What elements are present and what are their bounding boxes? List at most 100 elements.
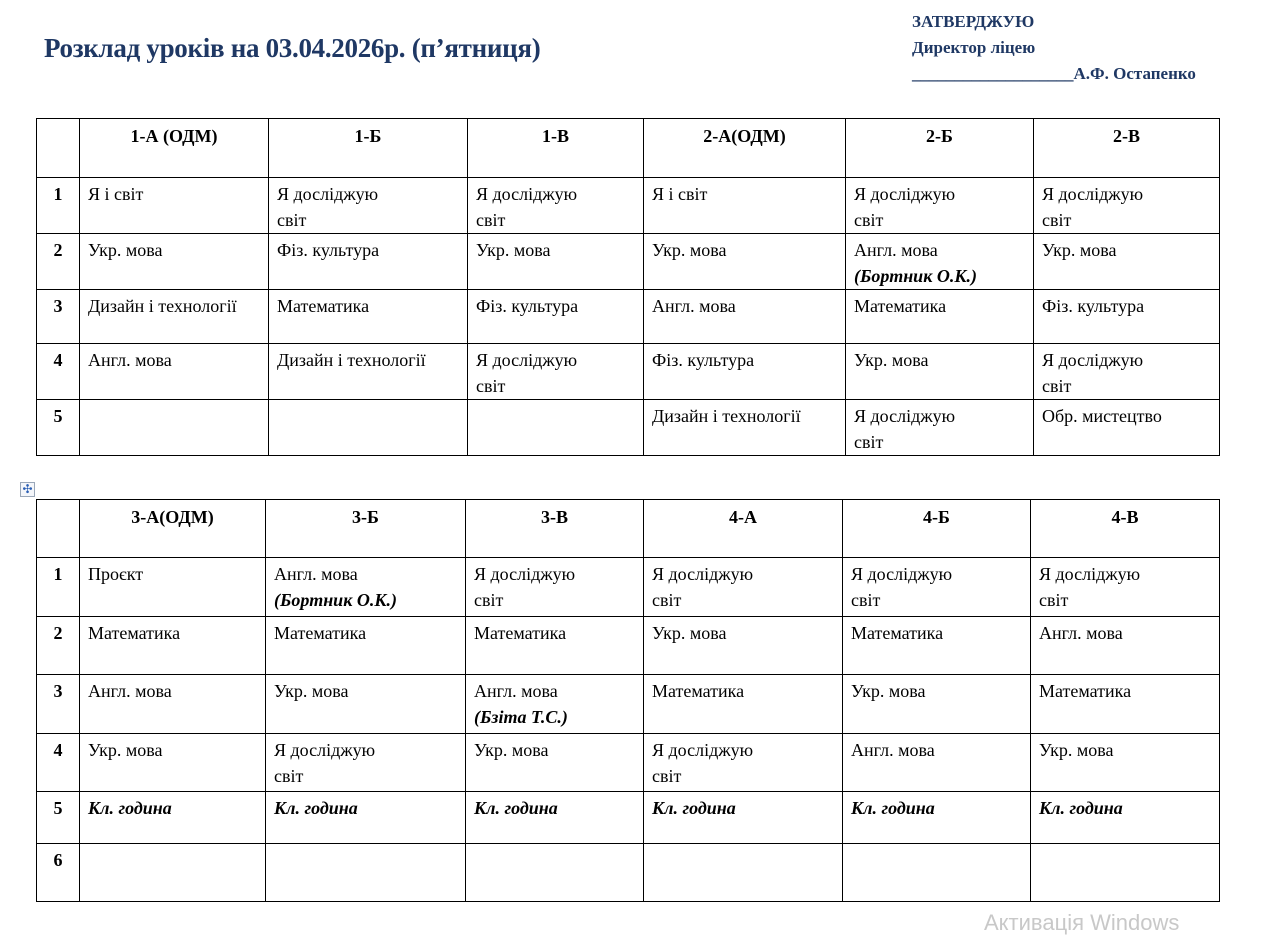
lesson-cell: Англ. мова (Бзіта Т.С.) [465,674,644,734]
lesson-cell: Укр. мова [79,733,266,792]
lesson-cell: Укр. мова [265,674,466,734]
lesson-row: 1 Я і світ Я досліджую світ Я досліджую сві… [36,177,1220,234]
subject: Кл. година [1039,798,1123,818]
approval-position: Директор ліцею [912,38,1036,57]
lesson-cell: Англ. мова (Бортник О.К.) [845,233,1034,290]
signature-line: ___________________ [912,64,1074,83]
subject: Я досліджую світ [854,406,956,452]
table-move-handle-icon[interactable]: ✣ [20,482,35,497]
lesson-cell: Укр. мова [643,616,843,675]
lesson-cell [265,843,466,902]
lesson-cell: Я досліджую світ [643,557,843,617]
approval-heading: ЗАТВЕРДЖУЮ [912,12,1035,31]
lesson-cell: Математика [268,289,468,344]
approval-signature: ___________________А.Ф. Остапенко [912,61,1196,87]
lesson-row: 3 Дизайн і технології Математика Фіз. культ… [36,289,1220,344]
lesson-cell: Фіз. культура [268,233,468,290]
lesson-cell: Укр. мова [1033,233,1220,290]
subject: Я досліджую світ [652,564,754,610]
lesson-cell: Англ. мова [79,674,266,734]
subject: Укр. мова [854,350,929,370]
lesson-number: 3 [36,289,80,344]
schedule-table-grades-3-4: 3-А(ОДМ) 3-Б 3-В 4-А 4-Б 4-В 1 Проєкт Англ. мова… [36,499,1220,902]
lesson-row: 3 Англ. мова Укр. мова Англ. мова (Бзіта Т.С… [36,674,1220,734]
class-header: 1-Б [268,118,468,178]
header-row: 3-А(ОДМ) 3-Б 3-В 4-А 4-Б 4-В [36,499,1220,558]
signer-name: А.Ф. Остапенко [1073,64,1196,83]
subject: Я досліджую світ [277,184,379,230]
subject: Фіз. культура [277,240,380,260]
class-header: 2-Б [845,118,1034,178]
lesson-cell: Фіз. культура [643,343,846,400]
lesson-cell: Укр. мова [467,233,644,290]
lesson-cell: Я і світ [643,177,846,234]
lesson-row: 2 Укр. мова Фіз. культура Укр. мова Укр. мов… [36,233,1220,290]
lesson-cell: Укр. мова [79,233,269,290]
lesson-cell: Кл. година [643,791,843,844]
lesson-cell: Кл. година [1030,791,1220,844]
subject: Я досліджую світ [1042,350,1144,396]
subject: Кл. година [474,798,558,818]
lesson-cell: Я і світ [79,177,269,234]
lesson-cell: Я досліджую світ [1030,557,1220,617]
subject: Математика [88,623,181,643]
lesson-cell: Я досліджую світ [1033,343,1220,400]
subject: Укр. мова [476,240,551,260]
lesson-cell: Обр. мистецтво [1033,399,1220,456]
lesson-cell [643,843,843,902]
lesson-cell: Англ. мова [79,343,269,400]
windows-activation-watermark: Активація Windows [984,910,1180,935]
subject: Фіз. культура [652,350,755,370]
subject: Я досліджую світ [851,564,953,610]
subject: Укр. мова [474,740,549,760]
subject: Кл. година [851,798,935,818]
lesson-cell: Математика [845,289,1034,344]
teacher-note: (Бортник О.К.) [274,590,398,610]
lesson-cell: Укр. мова [1030,733,1220,792]
subject: Обр. мистецтво [1042,406,1162,426]
class-header: 3-А(ОДМ) [79,499,266,558]
subject: Математика [474,623,567,643]
lesson-cell: Дизайн і технології [79,289,269,344]
subject: Укр. мова [274,681,349,701]
lesson-cell: Я досліджую світ [643,733,843,792]
lesson-cell: Я досліджую світ [1033,177,1220,234]
lesson-cell: Математика [842,616,1031,675]
lesson-cell: Кл. година [465,791,644,844]
lesson-cell: Кл. година [842,791,1031,844]
lesson-cell: Я досліджую світ [465,557,644,617]
subject: Укр. мова [652,623,727,643]
class-header: 3-В [465,499,644,558]
lesson-number: 2 [36,233,80,290]
subject: Дизайн і технології [652,406,801,426]
subject: Я досліджую світ [274,740,376,786]
subject: Я і світ [88,184,144,204]
subject: Математика [652,681,745,701]
lesson-cell: Англ. мова [842,733,1031,792]
lesson-number: 5 [36,791,80,844]
subject: Математика [274,623,367,643]
subject: Кл. година [274,798,358,818]
lesson-cell: Фіз. культура [467,289,644,344]
lesson-cell [268,399,468,456]
subject: Дизайн і технології [277,350,426,370]
lesson-cell: Дизайн і технології [268,343,468,400]
subject: Фіз. культура [1042,296,1145,316]
subject: Укр. мова [652,240,727,260]
subject: Укр. мова [1042,240,1117,260]
subject: Проєкт [88,564,144,584]
class-header: 3-Б [265,499,466,558]
lesson-row: 4 Укр. мова Я досліджую світ Укр. мова Я дос… [36,733,1220,792]
lesson-cell: Англ. мова [643,289,846,344]
page-title: Розклад уроків на 03.04.2026р. (п’ятниця… [44,33,541,63]
lesson-row: 4 Англ. мова Дизайн і технології Я досліджу… [36,343,1220,400]
subject: Укр. мова [88,740,163,760]
lesson-cell [79,843,266,902]
subject: Я досліджую світ [476,350,578,396]
lesson-cell [1030,843,1220,902]
corner-cell [36,118,80,178]
lesson-cell: Математика [643,674,843,734]
subject: Англ. мова [1039,623,1123,643]
lesson-cell: Я досліджую світ [842,557,1031,617]
subject: Я досліджую світ [652,740,754,786]
